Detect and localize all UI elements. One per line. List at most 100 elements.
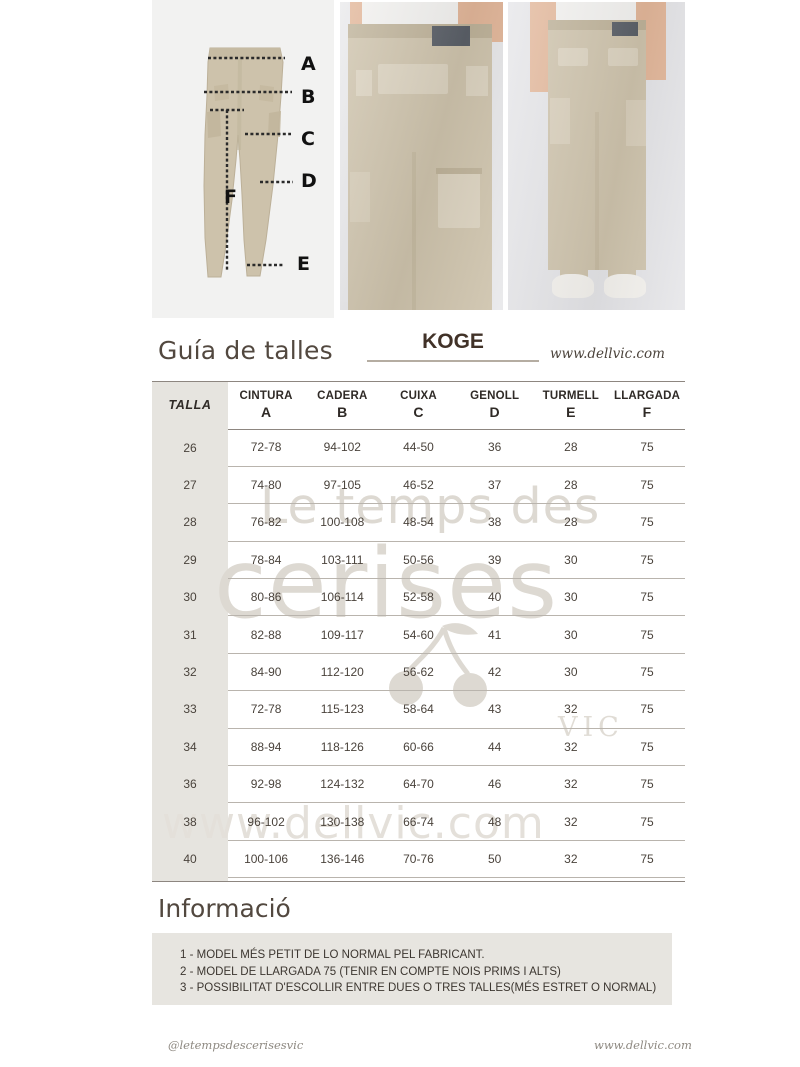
cell-talla: 32 bbox=[183, 665, 197, 680]
cell-cuixa: 50-56 bbox=[380, 541, 457, 580]
guide-header: Guía de talles KOGE www.dellvic.com bbox=[152, 330, 685, 378]
column-header-talla: TALLA bbox=[168, 398, 212, 413]
cell-genoll: 42 bbox=[456, 653, 533, 692]
table-row: 33 72-78 115-123 58-64 43 32 75 bbox=[152, 690, 686, 729]
cell-genoll: 46 bbox=[456, 765, 533, 804]
cell-turmell: 32 bbox=[532, 690, 609, 729]
cell-turmell: 28 bbox=[532, 429, 609, 467]
table-row: 30 80-86 106-114 52-58 40 30 75 bbox=[152, 578, 686, 617]
cell-talla: 30 bbox=[183, 590, 197, 605]
cell-llargada: 75 bbox=[608, 765, 686, 804]
table-row: 31 82-88 109-117 54-60 41 30 75 bbox=[152, 615, 686, 654]
cell-cadera: 136-146 bbox=[304, 840, 381, 879]
cell-cuixa: 58-64 bbox=[380, 690, 457, 729]
cell-llargada: 75 bbox=[608, 503, 686, 542]
cell-cintura: 80-86 bbox=[228, 578, 305, 617]
table-row: 28 76-82 100-108 48-54 38 28 75 bbox=[152, 503, 686, 542]
info-item: 2 - MODEL DE LLARGADA 75 (TENIR EN COMPT… bbox=[180, 965, 561, 978]
cell-cintura: 72-78 bbox=[228, 429, 305, 467]
cell-cintura: 82-88 bbox=[228, 615, 305, 654]
cell-cintura: 74-80 bbox=[228, 466, 305, 505]
cell-talla: 28 bbox=[183, 515, 197, 530]
table-row: 27 74-80 97-105 46-52 37 28 75 bbox=[152, 466, 686, 505]
talla-column-band bbox=[152, 382, 228, 881]
cell-talla: 38 bbox=[183, 814, 197, 829]
cell-turmell: 32 bbox=[532, 728, 609, 767]
table-row: 32 84-90 112-120 56-62 42 30 75 bbox=[152, 653, 686, 692]
table-header-rule bbox=[228, 429, 685, 430]
product-photo-rear-closeup bbox=[340, 2, 503, 310]
cell-talla: 27 bbox=[183, 478, 197, 493]
cell-talla: 34 bbox=[183, 739, 197, 754]
cell-genoll: 41 bbox=[456, 615, 533, 654]
cell-cadera: 109-117 bbox=[304, 615, 381, 654]
measurement-diagram-panel: A B C D E F bbox=[152, 0, 334, 318]
info-section-title: Informació bbox=[158, 894, 291, 923]
cell-llargada: 75 bbox=[608, 653, 686, 692]
footer-instagram-handle: @letempsdescerisesvic bbox=[168, 1038, 304, 1052]
cell-cadera: 103-111 bbox=[304, 541, 381, 580]
cell-turmell: 28 bbox=[532, 466, 609, 505]
cell-talla: 29 bbox=[183, 552, 197, 567]
cell-cintura: 72-78 bbox=[228, 690, 305, 729]
footer-website: www.dellvic.com bbox=[594, 1038, 692, 1052]
cell-turmell: 32 bbox=[532, 765, 609, 804]
cell-turmell: 32 bbox=[532, 802, 609, 841]
cell-cuixa: 54-60 bbox=[380, 615, 457, 654]
cell-talla: 26 bbox=[183, 440, 197, 455]
cell-turmell: 28 bbox=[532, 503, 609, 542]
table-row: 26 72-78 94-102 44-50 36 28 75 bbox=[152, 429, 686, 467]
size-table: TALLA CINTURA A CADERA B CUIXA C GENOLL … bbox=[152, 382, 686, 879]
page-title: Guía de talles bbox=[158, 336, 333, 365]
cell-llargada: 75 bbox=[608, 466, 686, 505]
cell-talla: 31 bbox=[183, 627, 197, 642]
header-website: www.dellvic.com bbox=[550, 346, 665, 362]
table-bottom-rule bbox=[152, 881, 685, 882]
cell-llargada: 75 bbox=[608, 802, 686, 841]
cell-cuixa: 60-66 bbox=[380, 728, 457, 767]
dimension-label-b: B bbox=[301, 86, 316, 108]
cell-cadera: 94-102 bbox=[304, 429, 381, 467]
cell-llargada: 75 bbox=[608, 840, 686, 879]
info-item: 3 - POSSIBILITAT D'ESCOLLIR ENTRE DUES O… bbox=[180, 982, 657, 994]
cell-llargada: 75 bbox=[608, 615, 686, 654]
table-row: 36 92-98 124-132 64-70 46 32 75 bbox=[152, 765, 686, 804]
cell-cadera: 115-123 bbox=[304, 690, 381, 729]
cell-cadera: 106-114 bbox=[304, 578, 381, 617]
size-table-body: 26 72-78 94-102 44-50 36 28 75 27 74-80 97-105 46-… bbox=[152, 429, 686, 879]
info-box: 1 - MODEL MÉS PETIT DE LO NORMAL PEL FAB… bbox=[152, 933, 672, 1005]
pants-diagram-icon bbox=[203, 47, 293, 278]
table-row: 40 100-106 136-146 70-76 50 32 75 bbox=[152, 840, 686, 879]
table-row: 34 88-94 118-126 60-66 44 32 75 bbox=[152, 728, 686, 767]
cell-cadera: 130-138 bbox=[304, 802, 381, 841]
cell-talla: 36 bbox=[183, 777, 197, 792]
cell-genoll: 37 bbox=[456, 466, 533, 505]
cell-cadera: 100-108 bbox=[304, 503, 381, 542]
cell-llargada: 75 bbox=[608, 429, 686, 467]
column-header-genoll: GENOLL D bbox=[470, 389, 520, 420]
product-photo-rear-full bbox=[508, 2, 685, 310]
cell-cintura: 100-106 bbox=[228, 840, 305, 879]
cell-cadera: 118-126 bbox=[304, 728, 381, 767]
dimension-label-a: A bbox=[301, 53, 316, 75]
cell-cuixa: 64-70 bbox=[380, 765, 457, 804]
column-header-cuixa: CUIXA C bbox=[400, 389, 437, 420]
cell-talla: 33 bbox=[183, 702, 197, 717]
column-header-cintura: CINTURA A bbox=[239, 389, 293, 420]
cell-llargada: 75 bbox=[608, 728, 686, 767]
column-header-cadera: CADERA B bbox=[317, 389, 368, 420]
cell-cadera: 124-132 bbox=[304, 765, 381, 804]
title-divider bbox=[367, 360, 539, 362]
cell-cadera: 112-120 bbox=[304, 653, 381, 692]
cell-cuixa: 56-62 bbox=[380, 653, 457, 692]
cell-cuixa: 48-54 bbox=[380, 503, 457, 542]
cell-cintura: 88-94 bbox=[228, 728, 305, 767]
cell-cuixa: 70-76 bbox=[380, 840, 457, 879]
cell-genoll: 50 bbox=[456, 840, 533, 879]
info-item: 1 - MODEL MÉS PETIT DE LO NORMAL PEL FAB… bbox=[180, 949, 485, 961]
cell-cintura: 84-90 bbox=[228, 653, 305, 692]
cell-talla: 40 bbox=[183, 851, 197, 866]
cell-cintura: 78-84 bbox=[228, 541, 305, 580]
dimension-label-d: D bbox=[301, 170, 317, 192]
table-row: 38 96-102 130-138 66-74 48 32 75 bbox=[152, 802, 686, 841]
